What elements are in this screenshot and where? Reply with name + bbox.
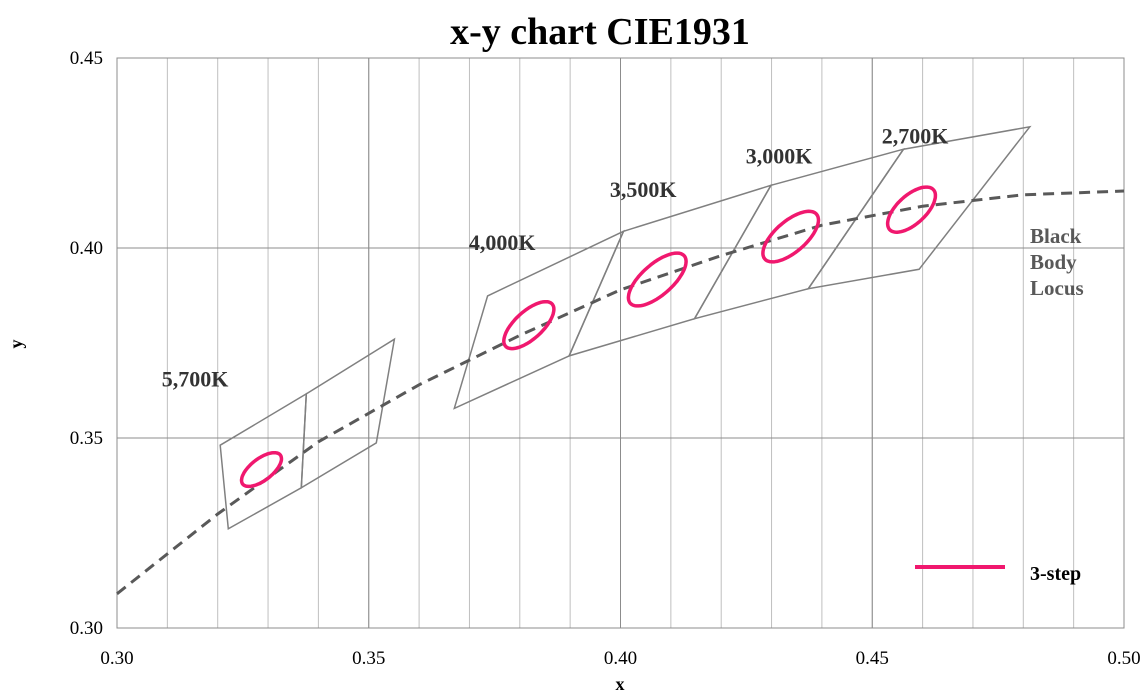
x-tick-label: 0.35 [352, 648, 385, 669]
x-tick-label: 0.40 [604, 648, 637, 669]
cct-quadrangle [300, 337, 396, 490]
cct-labels: 5,700K 4,000K 3,500K 3,000K 2,700K [162, 124, 949, 392]
legend-label: 3-step [1030, 563, 1081, 585]
cct-label: 5,700K [162, 367, 229, 392]
black-body-locus-label: Locus [1030, 276, 1084, 300]
x-axis-label: x [616, 674, 625, 694]
cct-label: 3,500K [610, 177, 677, 202]
step-ellipse [885, 185, 938, 234]
cct-quadrangle [567, 184, 773, 358]
cct-label: 2,700K [882, 124, 949, 149]
x-tick-label: 0.30 [100, 648, 133, 669]
cct-quadrangle [453, 229, 625, 410]
cct-label: 4,000K [469, 230, 536, 255]
black-body-locus-label: Black [1030, 224, 1082, 248]
axis-ticks: 0.30 0.35 0.40 0.45 0.50 0.30 0.35 0.40 0.45 [70, 48, 1141, 669]
black-body-locus-label: Body [1030, 250, 1077, 274]
step-ellipse [502, 299, 556, 351]
step-ellipse [239, 450, 284, 489]
macadam-ellipses [239, 185, 938, 489]
step-ellipse [761, 209, 821, 264]
chart-title: x-y chart CIE1931 [450, 11, 750, 53]
y-tick-label: 0.35 [70, 428, 103, 449]
legend: 3-step [915, 563, 1081, 585]
x-tick-label: 0.45 [856, 648, 889, 669]
step-ellipse [626, 251, 688, 308]
x-tick-label: 0.50 [1107, 648, 1140, 669]
cct-quadrangle [806, 125, 1032, 290]
grid [116, 57, 1125, 629]
y-axis-label: y [6, 340, 26, 349]
chromaticity-quadrangles [219, 125, 1032, 531]
y-tick-label: 0.40 [70, 238, 103, 259]
y-tick-label: 0.45 [70, 48, 103, 69]
y-tick-label: 0.30 [70, 618, 103, 639]
plot-area-border [116, 57, 1125, 629]
cct-label: 3,000K [746, 143, 813, 168]
black-body-locus-line [116, 189, 1125, 595]
